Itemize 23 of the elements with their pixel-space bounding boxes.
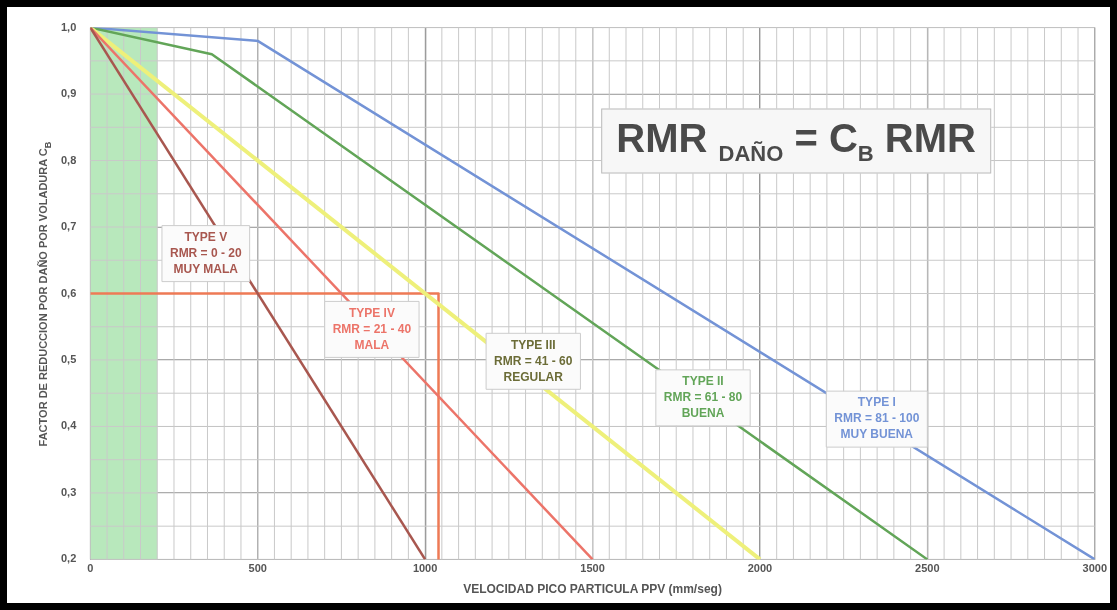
x-axis-title: VELOCIDAD PICO PARTICULA PPV (mm/seg) (463, 582, 722, 597)
y-tick-label: 0,3 (60, 485, 77, 498)
y-tick-label: 1,0 (60, 20, 77, 33)
annotation: RMR $_{DAÑO}$ = C$_{B}$ RMR (601, 108, 991, 174)
x-tick-label: 3000 (1082, 562, 1108, 575)
series-label: TYPE I RMR = 81 - 100 MUY BUENA (834, 395, 920, 442)
x-tick-label: 1500 (580, 562, 605, 575)
x-tick-label: 1000 (412, 562, 438, 575)
x-tick-label: 500 (248, 562, 267, 575)
y-tick-label: 0,9 (60, 87, 77, 100)
series-label: TYPE IV RMR = 21 - 40 MALA (332, 305, 412, 352)
x-tick-label: 2000 (747, 562, 773, 575)
series-label: TYPE V RMR = 0 - 20 MUY MALA (169, 229, 242, 276)
series-label: TYPE II RMR = 61 - 80 BUENA (663, 374, 743, 421)
x-tick-label: 0 (87, 562, 94, 575)
x-tick-label: 2500 (915, 562, 940, 575)
y-tick-label: 0,6 (60, 286, 77, 299)
y-tick-label: 0,7 (60, 220, 77, 233)
series-label: TYPE III RMR = 41 - 60 REGULAR (494, 337, 573, 384)
y-tick-label: 0,5 (60, 353, 77, 366)
y-tick-label: 0,2 (60, 552, 77, 565)
y-tick-label: 0,8 (60, 153, 77, 166)
y-tick-label: 0,4 (60, 419, 78, 432)
